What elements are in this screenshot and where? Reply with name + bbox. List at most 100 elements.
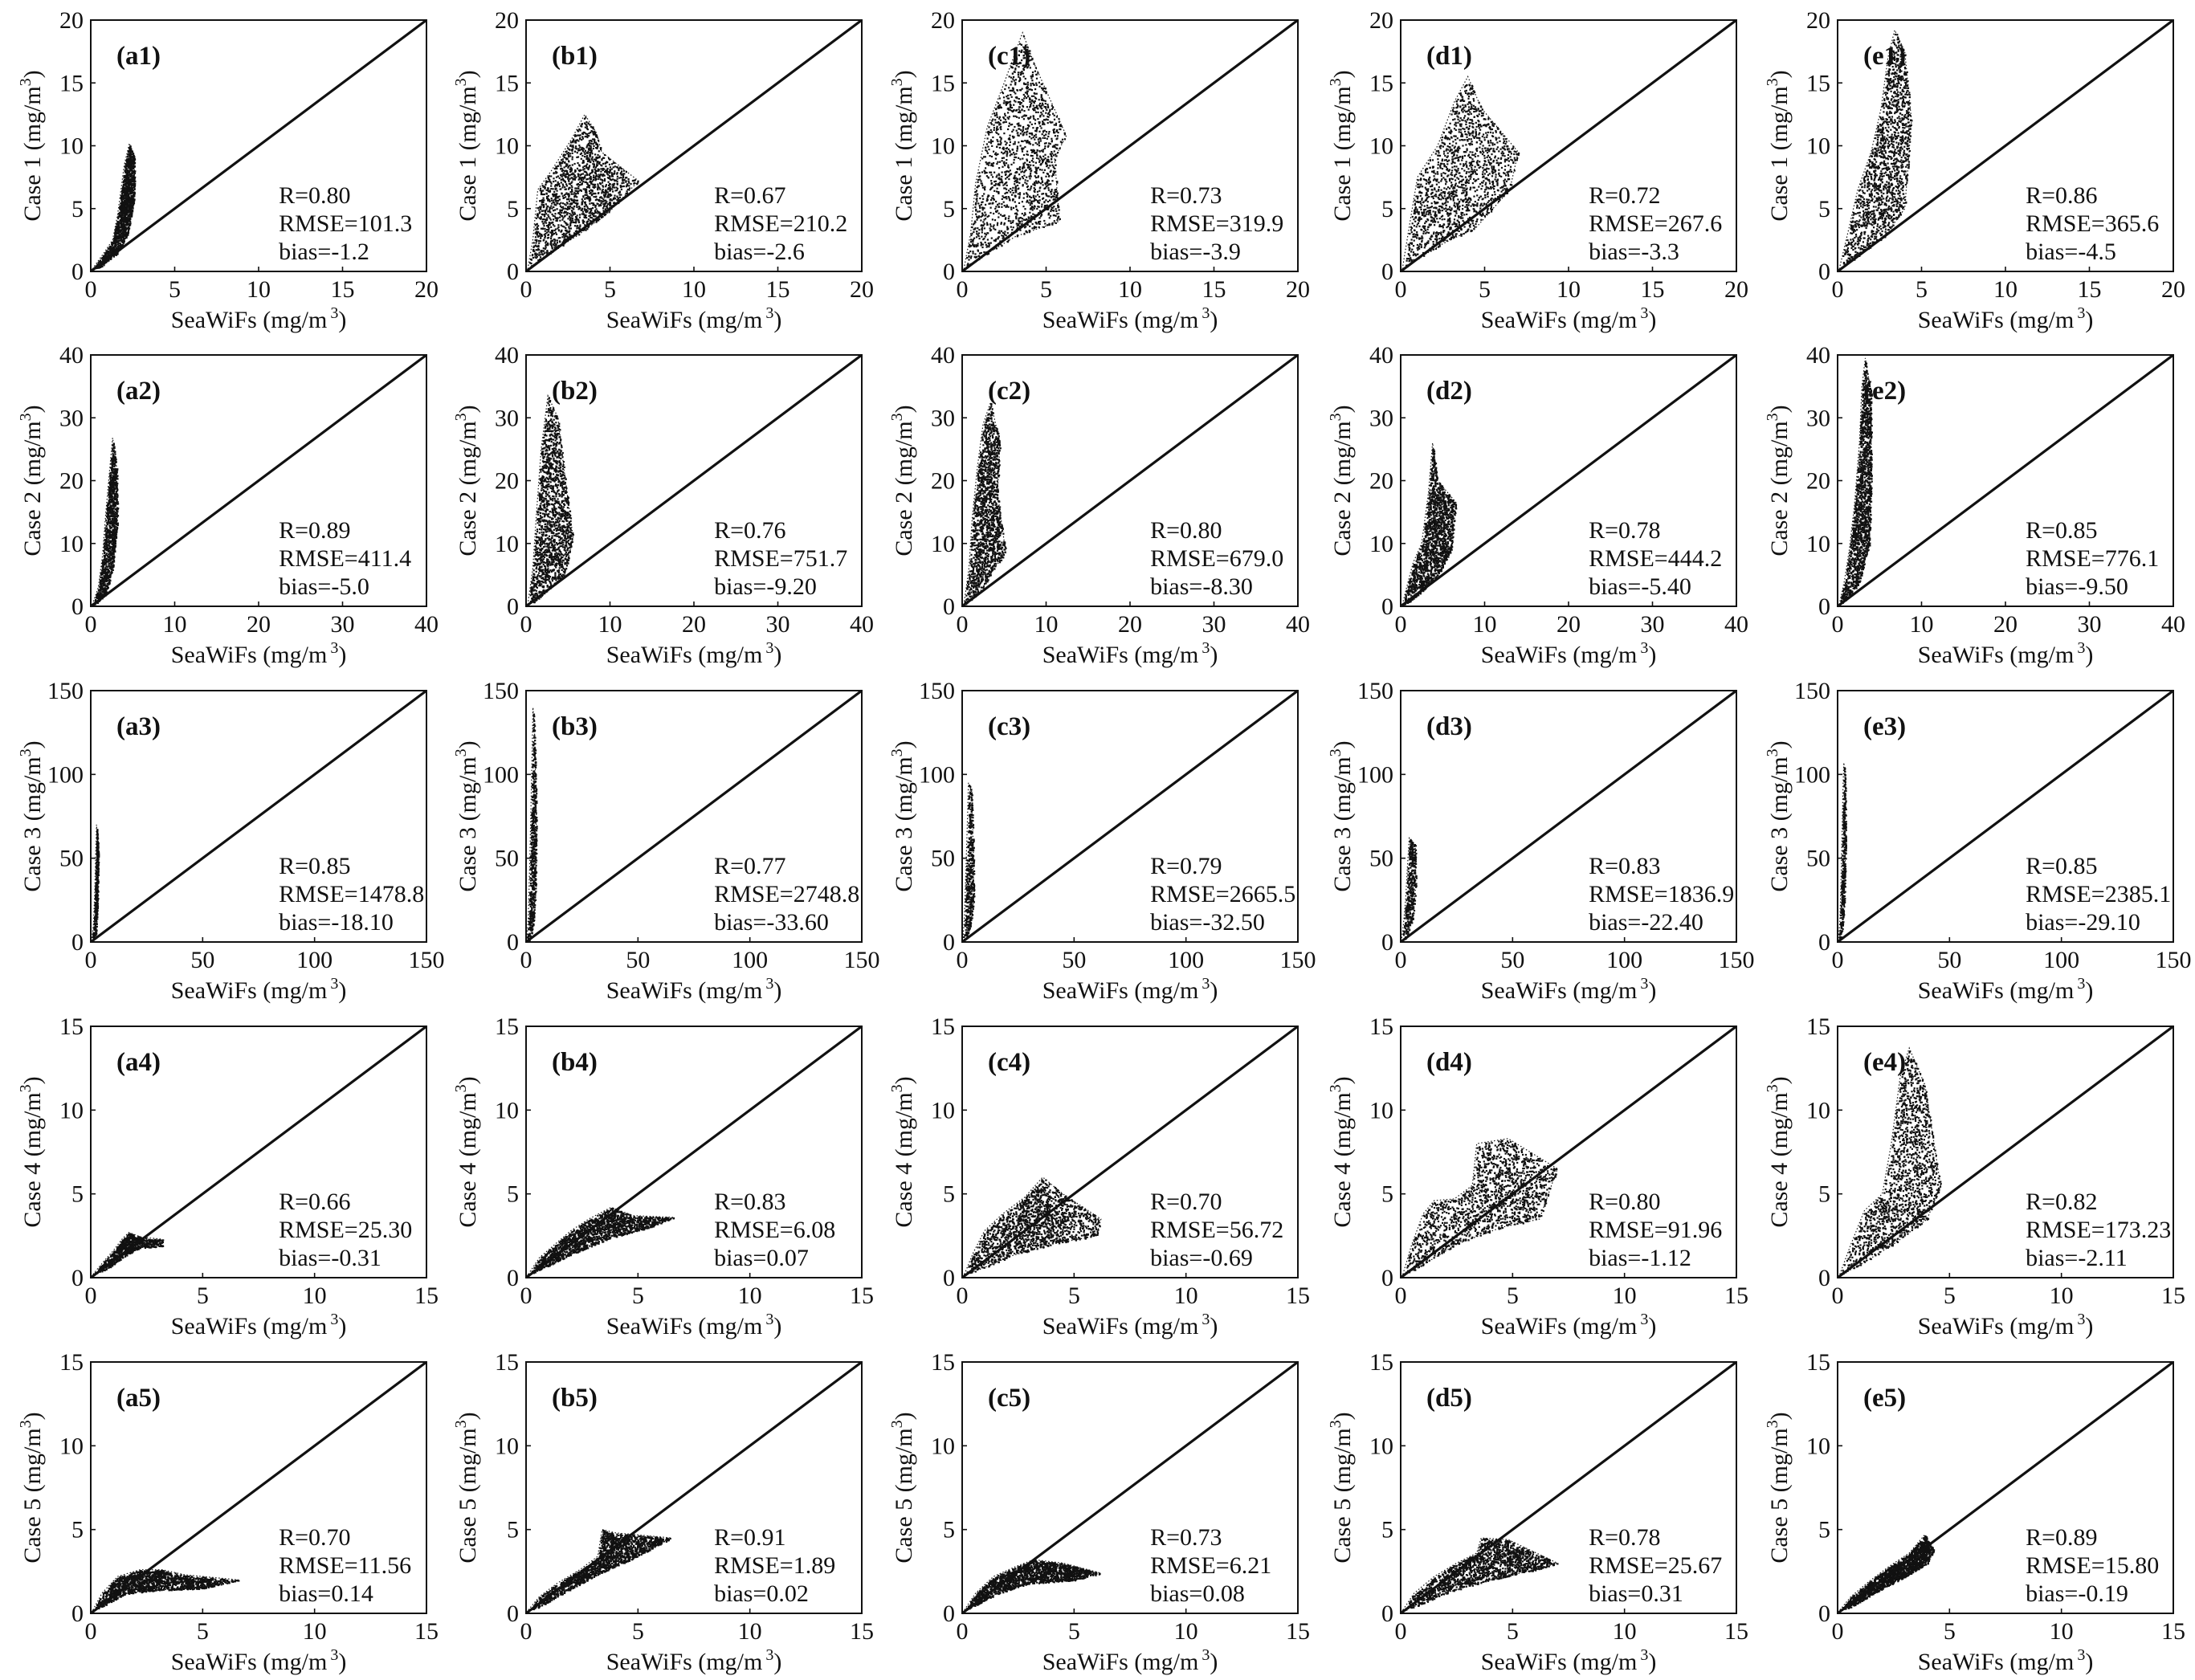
- data-point: [603, 177, 606, 181]
- data-point: [1014, 153, 1016, 156]
- data-point: [565, 232, 568, 234]
- data-point: [1034, 122, 1036, 124]
- data-point: [1007, 128, 1010, 131]
- data-point: [130, 158, 133, 161]
- data-point: [598, 157, 601, 159]
- y-axis-label: Case 1 (mg/m3): [17, 70, 46, 221]
- data-point: [101, 265, 104, 268]
- data-point: [586, 160, 590, 163]
- data-point: [1030, 59, 1033, 61]
- data-point: [1032, 137, 1034, 139]
- data-point: [562, 217, 565, 219]
- data-point: [118, 239, 120, 242]
- data-point: [609, 190, 611, 192]
- data-point: [567, 194, 569, 196]
- data-point: [541, 253, 543, 255]
- data-point: [995, 183, 998, 186]
- data-point: [1060, 125, 1063, 128]
- data-point: [541, 200, 544, 202]
- data-point: [127, 162, 129, 165]
- data-point: [543, 225, 545, 227]
- data-point: [1021, 213, 1023, 215]
- data-point: [1038, 130, 1041, 133]
- data-point: [1474, 201, 1476, 203]
- data-point: [122, 194, 124, 197]
- data-point: [1035, 97, 1038, 100]
- data-point: [997, 102, 999, 104]
- data-point: [590, 216, 592, 219]
- data-point: [1029, 174, 1031, 177]
- data-point: [1011, 130, 1014, 133]
- data-point: [999, 126, 1002, 129]
- data-point: [122, 206, 124, 208]
- data-point: [607, 196, 610, 198]
- data-point: [1462, 190, 1464, 192]
- data-point: [991, 120, 993, 122]
- data-point: [126, 164, 129, 166]
- data-point: [1057, 204, 1059, 206]
- data-point: [995, 206, 998, 208]
- data-point: [533, 245, 536, 247]
- data-point: [1037, 206, 1039, 208]
- data-point: [540, 216, 542, 218]
- data-point: [1010, 89, 1013, 92]
- data-point: [1032, 144, 1034, 146]
- data-point: [1029, 225, 1031, 227]
- data-point: [1006, 204, 1008, 206]
- data-point: [1036, 107, 1039, 109]
- data-point: [618, 194, 621, 196]
- data-point: [1053, 193, 1055, 196]
- data-point: [570, 199, 573, 202]
- data-point: [1014, 189, 1017, 191]
- data-point: [585, 116, 587, 119]
- data-point: [1053, 154, 1055, 157]
- data-point: [1451, 223, 1454, 226]
- data-point: [1026, 92, 1029, 96]
- data-point: [1026, 194, 1029, 196]
- data-point: [133, 177, 135, 180]
- data-point: [601, 181, 604, 184]
- data-point: [565, 233, 567, 235]
- data-point: [977, 227, 979, 230]
- data-point: [1042, 115, 1045, 117]
- data-point: [124, 206, 126, 208]
- data-point: [597, 176, 600, 178]
- data-point: [528, 262, 532, 264]
- data-point: [120, 199, 123, 202]
- data-point: [587, 122, 590, 124]
- data-point: [622, 185, 625, 188]
- data-point: [989, 128, 992, 131]
- data-point: [128, 208, 130, 210]
- data-point: [127, 200, 129, 202]
- data-point: [1047, 145, 1050, 147]
- data-point: [1018, 202, 1021, 204]
- data-point: [1038, 104, 1040, 107]
- data-point: [566, 153, 569, 155]
- data-point: [124, 168, 127, 170]
- data-point: [574, 187, 577, 190]
- data-point: [115, 248, 117, 251]
- data-point: [585, 128, 588, 130]
- data-point: [121, 207, 124, 210]
- data-point: [122, 226, 124, 229]
- data-point: [126, 182, 129, 185]
- data-point: [968, 255, 970, 258]
- data-point: [1012, 199, 1014, 202]
- data-point: [1003, 133, 1006, 135]
- data-point: [592, 204, 594, 206]
- data-point: [539, 187, 542, 190]
- data-point: [107, 260, 109, 263]
- data-point: [606, 190, 608, 193]
- data-point: [567, 177, 569, 180]
- data-point: [1034, 119, 1037, 121]
- data-point: [603, 168, 606, 170]
- data-point: [1001, 175, 1003, 178]
- data-point: [121, 191, 124, 194]
- data-point: [970, 255, 973, 258]
- data-point: [571, 218, 573, 220]
- data-point: [1495, 176, 1497, 178]
- data-point: [1466, 126, 1468, 128]
- data-point: [1044, 145, 1047, 148]
- stat-r: R=0.80: [279, 182, 350, 209]
